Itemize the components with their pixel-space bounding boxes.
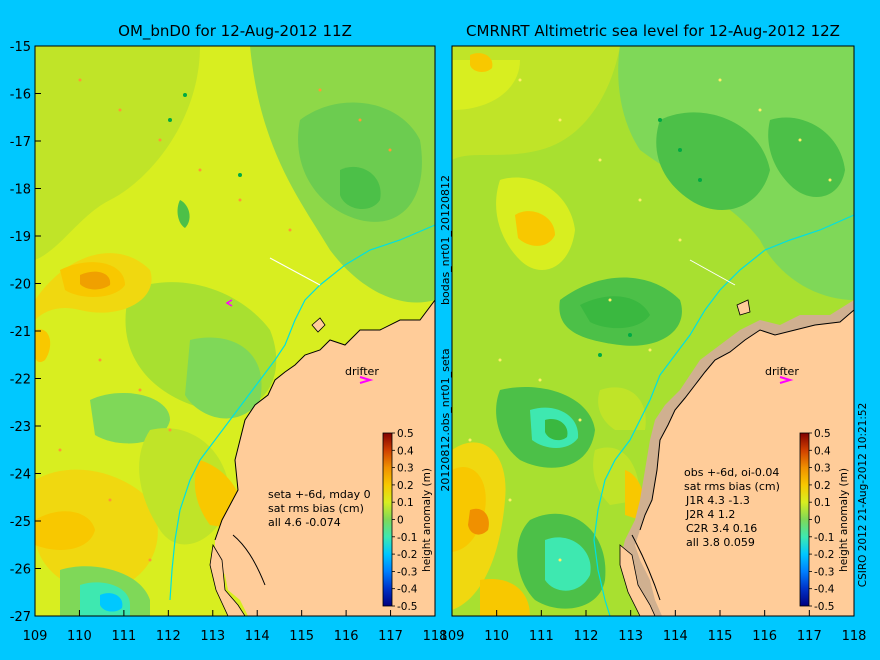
lon-tick-label: 117	[378, 629, 403, 644]
lon-tick-label: 113	[618, 629, 643, 644]
lat-tick-label: -27	[10, 610, 31, 625]
lon-tick-label: 113	[200, 629, 225, 644]
left-land-mass	[215, 300, 435, 616]
left-map-field: drifter	[35, 46, 435, 616]
colorbar-tick-label: 0.3	[814, 463, 831, 475]
left-stats-line-2: sat rms bias (cm)	[268, 502, 364, 515]
colorbar-tick-label: -0.5	[814, 601, 835, 613]
lat-tick-label: -23	[10, 420, 31, 435]
lon-tick-label: 111	[111, 629, 136, 644]
colorbar-tick-label: 0.4	[814, 445, 831, 457]
colorbar-tick-label: 0.2	[814, 480, 831, 492]
left-lon-axis: 109 110 111 112 113 114 115 116 117 118	[23, 610, 448, 644]
left-drifter-marker	[359, 376, 374, 384]
lon-tick-label: 109	[440, 629, 465, 644]
colorbar-tick-label: 0.5	[814, 428, 831, 440]
right-stats-line-4: J2R 4 1.2	[685, 508, 735, 521]
colorbar-tick-label: 0.2	[397, 480, 414, 492]
right-stats-line-3: J1R 4.3 -1.3	[685, 494, 750, 507]
colorbar-tick-label: -0.4	[814, 584, 835, 596]
colorbar-tick-label: 0.1	[814, 497, 831, 509]
lon-tick-label: 110	[484, 629, 509, 644]
colorbar-tick-label: 0.3	[397, 463, 414, 475]
colorbar-tick-label: -0.3	[814, 566, 835, 578]
left-shelf-contour	[169, 224, 435, 601]
lat-tick-label: -24	[10, 468, 31, 483]
colorbar-tick-label: -0.1	[397, 532, 418, 544]
colorbar-tick-label: 0	[397, 515, 404, 527]
lat-tick-label: -20	[10, 278, 31, 293]
lat-tick-label: -15	[10, 40, 31, 55]
right-land-mass	[635, 310, 854, 616]
lat-tick-label: -17	[10, 135, 31, 150]
lon-tick-label: 114	[245, 629, 270, 644]
right-map-panel: CMRNRT Altimetric sea level for 12-Aug-2…	[440, 22, 869, 644]
lon-tick-label: 112	[156, 629, 181, 644]
lon-tick-label: 111	[529, 629, 554, 644]
side-label-top: bodas_nrt01_20120812	[439, 175, 452, 305]
left-colorbar-label: height anomaly (m)	[421, 468, 433, 572]
right-colorbar-label: height anomaly (m)	[838, 468, 850, 572]
credit-label: CSIRO 2012 21-Aug-2012 10:21:52	[857, 403, 869, 587]
right-drifter-marker	[779, 376, 794, 384]
lon-tick-label: 116	[752, 629, 777, 644]
colorbar-tick-label: 0	[814, 515, 821, 527]
colorbar-tick-label: 0.5	[397, 428, 414, 440]
right-lon-axis: 109 110 111 112 113 114 115 116 117 118	[440, 610, 867, 644]
lon-tick-label: 115	[289, 629, 314, 644]
lon-tick-label: 115	[708, 629, 733, 644]
lon-tick-label: 118	[423, 629, 448, 644]
right-stats-line-6: all 3.8 0.059	[686, 536, 755, 549]
lat-tick-label: -16	[10, 88, 31, 103]
colorbar-tick-label: -0.3	[397, 566, 418, 578]
right-stats-line-1: obs +-6d, oi-0.04	[684, 466, 779, 479]
left-colorbar: 0.5 0.4 0.3 0.2 0.1 0 -0.1 -0.2 -0.3 -0.4 -0.5 hei…	[382, 428, 433, 613]
right-drifter-label: drifter	[765, 365, 799, 378]
left-panel-title: OM_bnD0 for 12-Aug-2012 11Z	[118, 22, 352, 41]
lon-tick-label: 109	[23, 629, 48, 644]
colorbar-tick-label: -0.5	[397, 601, 418, 613]
lon-tick-label: 118	[842, 629, 867, 644]
colorbar-tick-label: 0.1	[397, 497, 414, 509]
lat-tick-label: -22	[10, 373, 31, 388]
lon-tick-label: 110	[67, 629, 92, 644]
right-stats-line-2: sat rms bias (cm)	[684, 480, 780, 493]
right-stats-line-5: C2R 3.4 0.16	[686, 522, 757, 535]
left-map-panel: OM_bnD0 for 12-Aug-2012 11Z	[10, 22, 448, 644]
lat-tick-label: -21	[10, 325, 31, 340]
lat-tick-label: -19	[10, 230, 31, 245]
colorbar-tick-label: -0.2	[814, 549, 835, 561]
left-stats-line-3: all 4.6 -0.074	[268, 516, 341, 529]
left-observation-dots	[58, 78, 392, 562]
lon-tick-label: 112	[574, 629, 599, 644]
lat-tick-label: -25	[10, 515, 31, 530]
left-lat-axis: -15 -16 -17 -18 -19 -20 -21 -22 -23 -24 -25 -26 -27	[10, 40, 41, 625]
right-colorbar: 0.5 0.4 0.3 0.2 0.1 0 -0.1 -0.2 -0.3 -0.4 -0.5 hei…	[799, 428, 850, 613]
colorbar-tick-label: -0.4	[397, 584, 418, 596]
right-map-field: drifter	[452, 46, 854, 616]
colorbar-tick-label: -0.2	[397, 549, 418, 561]
lat-tick-label: -18	[10, 183, 31, 198]
left-stats: seta +-6d, mday 0 sat rms bias (cm) all …	[268, 488, 371, 529]
left-drifter-label: drifter	[345, 365, 379, 378]
right-observation-dots	[468, 78, 832, 562]
left-colorbar-ticks: 0.5 0.4 0.3 0.2 0.1 0 -0.1 -0.2 -0.3 -0.4 -0.5	[392, 428, 418, 613]
right-shelf-contour	[593, 214, 854, 616]
side-label-bottom: 20120812.obs_nrt01_seta	[439, 348, 452, 491]
right-colorbar-ticks: 0.5 0.4 0.3 0.2 0.1 0 -0.1 -0.2 -0.3 -0.4 -0.5	[809, 428, 835, 613]
right-panel-title: CMRNRT Altimetric sea level for 12-Aug-2…	[466, 22, 840, 40]
lat-tick-label: -26	[10, 563, 31, 578]
colorbar-tick-label: 0.4	[397, 445, 414, 457]
lon-tick-label: 116	[334, 629, 359, 644]
lon-tick-label: 114	[663, 629, 688, 644]
lon-tick-label: 117	[797, 629, 822, 644]
left-stats-line-1: seta +-6d, mday 0	[268, 488, 371, 501]
colorbar-tick-label: -0.1	[814, 532, 835, 544]
right-stats: obs +-6d, oi-0.04 sat rms bias (cm) J1R …	[684, 466, 780, 549]
